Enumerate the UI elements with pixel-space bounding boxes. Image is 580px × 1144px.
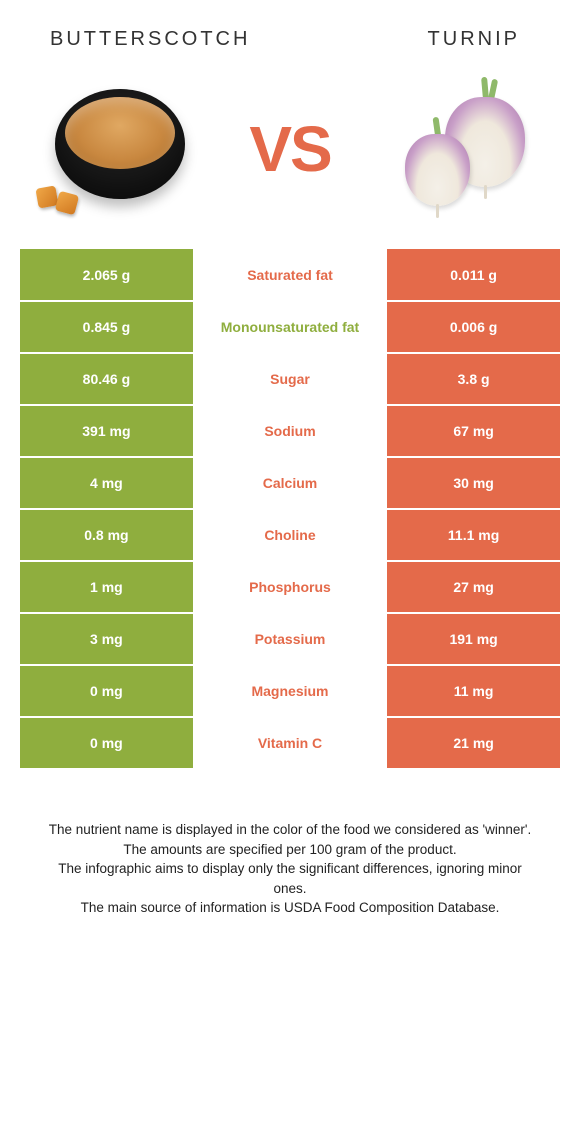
nutrient-label: Sugar [193, 353, 387, 405]
nutrient-label: Sodium [193, 405, 387, 457]
table-row: 80.46 gSugar3.8 g [20, 353, 560, 405]
right-value: 191 mg [387, 613, 560, 665]
nutrient-label: Saturated fat [193, 249, 387, 301]
right-value: 30 mg [387, 457, 560, 509]
nutrient-label: Choline [193, 509, 387, 561]
butterscotch-image [30, 79, 200, 219]
nutrient-label: Potassium [193, 613, 387, 665]
nutrient-label: Monounsaturated fat [193, 301, 387, 353]
footer-notes: The nutrient name is displayed in the co… [0, 770, 580, 918]
table-row: 0.8 mgCholine11.1 mg [20, 509, 560, 561]
right-value: 0.006 g [387, 301, 560, 353]
nutrient-label: Calcium [193, 457, 387, 509]
right-value: 21 mg [387, 717, 560, 769]
comparison-table: 2.065 gSaturated fat0.011 g0.845 gMonoun… [20, 249, 560, 770]
footer-line: The main source of information is USDA F… [40, 898, 540, 918]
nutrient-label: Phosphorus [193, 561, 387, 613]
table-row: 4 mgCalcium30 mg [20, 457, 560, 509]
title-right: TURNIP [428, 28, 520, 51]
infographic-container: BUTTERSCOTCH TURNIP VS 2.065 gSaturated … [0, 0, 580, 918]
table-row: 391 mgSodium67 mg [20, 405, 560, 457]
header: BUTTERSCOTCH TURNIP [0, 0, 580, 69]
left-value: 3 mg [20, 613, 193, 665]
hero-row: VS [0, 69, 580, 249]
left-value: 4 mg [20, 457, 193, 509]
right-value: 11 mg [387, 665, 560, 717]
nutrient-label: Magnesium [193, 665, 387, 717]
footer-line: The nutrient name is displayed in the co… [40, 820, 540, 840]
title-left: BUTTERSCOTCH [50, 28, 250, 51]
right-value: 0.011 g [387, 249, 560, 301]
left-value: 1 mg [20, 561, 193, 613]
footer-line: The amounts are specified per 100 gram o… [40, 840, 540, 860]
vs-label: VS [249, 112, 330, 186]
right-value: 27 mg [387, 561, 560, 613]
left-value: 0.845 g [20, 301, 193, 353]
table-row: 0 mgVitamin C21 mg [20, 717, 560, 769]
nutrient-label: Vitamin C [193, 717, 387, 769]
left-value: 0 mg [20, 665, 193, 717]
left-value: 80.46 g [20, 353, 193, 405]
right-value: 67 mg [387, 405, 560, 457]
table-row: 3 mgPotassium191 mg [20, 613, 560, 665]
turnip-image [380, 79, 550, 219]
footer-line: The infographic aims to display only the… [40, 859, 540, 898]
left-value: 0.8 mg [20, 509, 193, 561]
left-value: 2.065 g [20, 249, 193, 301]
table-row: 0 mgMagnesium11 mg [20, 665, 560, 717]
left-value: 391 mg [20, 405, 193, 457]
table-row: 2.065 gSaturated fat0.011 g [20, 249, 560, 301]
left-value: 0 mg [20, 717, 193, 769]
table-row: 1 mgPhosphorus27 mg [20, 561, 560, 613]
right-value: 11.1 mg [387, 509, 560, 561]
table-row: 0.845 gMonounsaturated fat0.006 g [20, 301, 560, 353]
right-value: 3.8 g [387, 353, 560, 405]
